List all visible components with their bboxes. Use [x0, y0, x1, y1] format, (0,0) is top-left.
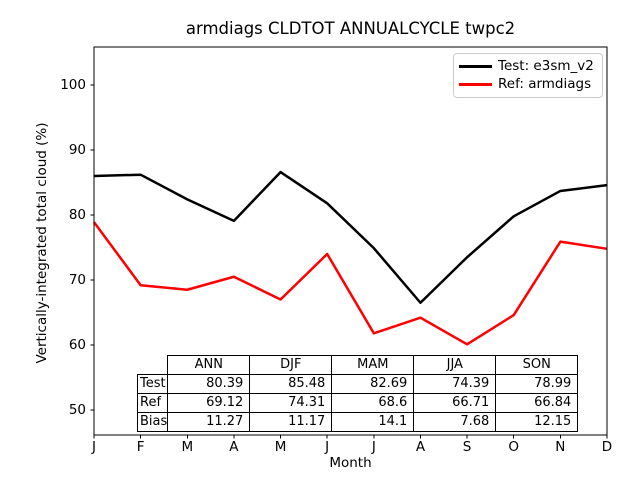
y-tick-label: 100 — [60, 77, 86, 93]
stats-table-value-cell: 7.68 — [413, 412, 497, 432]
stats-table: ANN DJF MAM JJA SON Test 80.39 85.48 82.69 74.39 7… — [136, 355, 579, 432]
stats-table-value-cell: 11.27 — [167, 412, 251, 432]
stats-table-row: Test 80.39 85.48 82.69 74.39 78.99 — [136, 374, 579, 394]
x-tick-label: A — [415, 439, 426, 455]
legend-line-sample-test — [459, 65, 492, 68]
y-tick-label: 50 — [68, 402, 86, 418]
x-tick-label: N — [555, 439, 566, 455]
stats-table-col-header: SON — [495, 355, 579, 375]
stats-table-col-header: JJA — [413, 355, 497, 375]
chart-title: armdiags CLDTOT ANNUALCYCLE twpc2 — [185, 19, 516, 38]
stats-table-value-cell: 68.6 — [331, 393, 415, 413]
stats-table-blank-cell — [138, 356, 168, 375]
stats-table-row: Ref 69.12 74.31 68.6 66.71 66.84 — [136, 393, 579, 413]
legend-item-test: Test: e3sm_v2 — [454, 58, 602, 76]
y-tick-label: 90 — [68, 142, 86, 158]
x-tick-label: O — [508, 439, 520, 455]
y-tick-label: 80 — [68, 207, 86, 223]
stats-table-col-header: MAM — [331, 355, 415, 375]
axes-frame — [93, 46, 608, 436]
stats-table-col-header: ANN — [167, 355, 251, 375]
stats-table-value-cell: 11.17 — [249, 412, 333, 432]
x-tick-label: A — [229, 439, 239, 455]
x-tick-label: M — [274, 439, 287, 455]
stats-table-value-cell: 78.99 — [495, 374, 579, 394]
stats-table-row-label: Test — [136, 374, 169, 394]
y-tick-label: 70 — [68, 272, 86, 288]
stats-table-value-cell: 66.84 — [495, 393, 579, 413]
legend-line-sample-ref — [459, 83, 492, 86]
stats-table-value-cell: 85.48 — [249, 374, 333, 394]
x-tick-label: S — [462, 439, 472, 455]
y-axis-label: Vertically-integrated total cloud (%) — [34, 122, 50, 364]
stats-table-value-cell: 80.39 — [167, 374, 251, 394]
x-tick-label: F — [136, 439, 145, 455]
x-tick-label: J — [325, 439, 330, 455]
x-tick-label: J — [92, 439, 96, 455]
legend: Test: e3sm_v2 Ref: armdiags — [453, 53, 603, 98]
x-axis-label: Month — [329, 455, 372, 471]
legend-item-ref: Ref: armdiags — [454, 76, 602, 94]
stats-table-value-cell: 74.31 — [249, 393, 333, 413]
stats-table-header-row: ANN DJF MAM JJA SON — [138, 355, 579, 375]
stats-table-value-cell: 14.1 — [331, 412, 415, 432]
x-tick-label: M — [181, 439, 194, 455]
stats-table-value-cell: 82.69 — [331, 374, 415, 394]
stats-table-col-header: DJF — [249, 355, 333, 375]
series-line-1 — [92, 221, 608, 346]
stats-table-value-cell: 12.15 — [495, 412, 579, 432]
stats-table-value-cell: 69.12 — [167, 393, 251, 413]
series-line-0 — [93, 170, 608, 304]
stats-table-row-label: Bias — [136, 412, 169, 432]
stats-table-row: Bias 11.27 11.17 14.1 7.68 12.15 — [136, 412, 579, 432]
stats-table-value-cell: 66.71 — [413, 393, 497, 413]
x-tick-label: J — [371, 439, 376, 455]
stats-table-row-label: Ref — [136, 393, 169, 413]
stats-table-value-cell: 74.39 — [413, 374, 497, 394]
legend-label-test: Test: e3sm_v2 — [498, 58, 594, 74]
y-tick-label: 60 — [68, 337, 86, 353]
x-tick-label: D — [601, 439, 613, 455]
legend-label-ref: Ref: armdiags — [498, 76, 592, 92]
